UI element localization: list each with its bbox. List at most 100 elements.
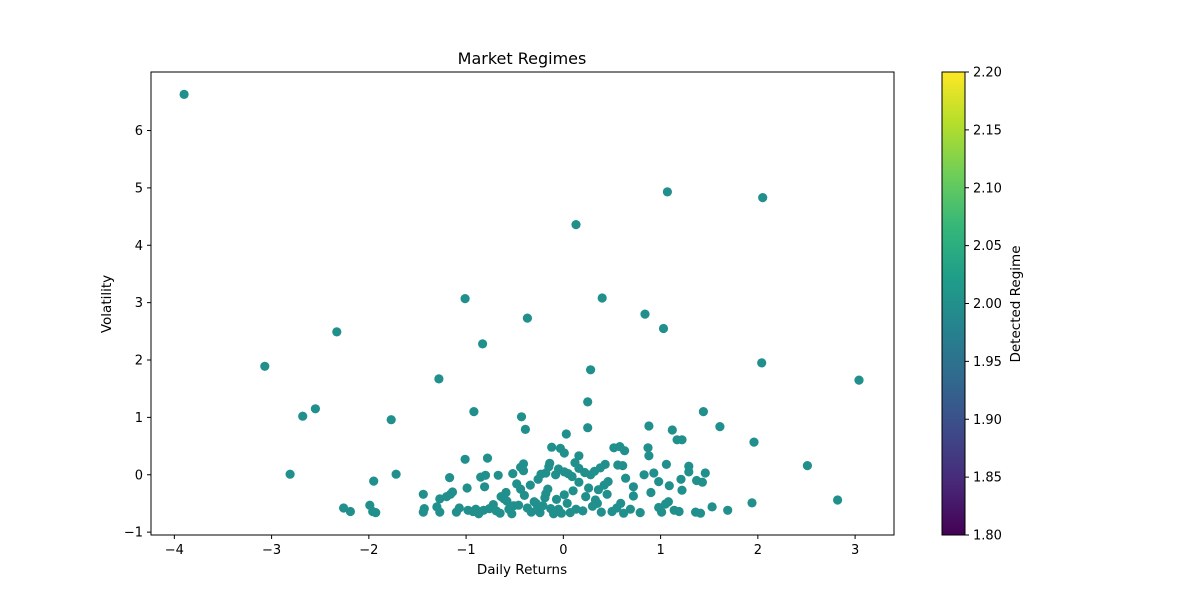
data-point <box>695 508 706 518</box>
y-tick-label: 6 <box>135 124 143 139</box>
data-point <box>616 498 626 508</box>
data-point <box>654 477 664 487</box>
data-point <box>561 429 571 439</box>
data-point <box>723 505 733 515</box>
colorbar-tick-label: 2.05 <box>973 239 1002 254</box>
x-axis: −4 −3 −2 −1 0 1 2 3 <box>165 535 859 558</box>
data-point <box>480 482 490 492</box>
data-point <box>663 497 674 507</box>
data-point <box>567 471 577 482</box>
data-point <box>649 468 659 478</box>
y-axis-label: Volatility <box>99 275 115 333</box>
y-tick-label: 0 <box>135 468 143 483</box>
plot-area <box>150 71 895 536</box>
data-point <box>581 492 591 502</box>
x-tick-label: −3 <box>262 543 281 558</box>
data-point <box>574 451 584 461</box>
colorbar-tick-label: 2.10 <box>973 181 1002 196</box>
data-point <box>602 489 612 499</box>
x-tick-label: 3 <box>851 543 859 558</box>
data-point <box>596 507 606 517</box>
data-point <box>434 374 444 384</box>
colorbar-ticks: 1.80 1.85 1.90 1.95 2.00 2.05 2.10 2.15 2.20 <box>965 66 1002 544</box>
data-point <box>260 361 270 371</box>
data-point <box>574 477 584 487</box>
data-point <box>480 470 491 480</box>
data-point <box>445 473 455 483</box>
data-point <box>559 490 569 500</box>
data-point <box>502 496 512 506</box>
data-point <box>833 495 843 505</box>
data-point <box>310 404 320 414</box>
data-point <box>592 498 603 508</box>
y-tick-label: 5 <box>135 181 143 196</box>
data-point <box>507 509 517 519</box>
colorbar-tick-label: 2.20 <box>973 66 1002 81</box>
data-point <box>332 327 342 337</box>
data-point <box>571 220 581 230</box>
data-point <box>646 487 656 498</box>
colorbar-tick-label: 1.90 <box>973 413 1002 428</box>
data-point <box>667 425 677 435</box>
x-tick-label: −1 <box>457 543 476 558</box>
data-point <box>618 461 628 471</box>
data-point <box>562 498 572 508</box>
data-point <box>747 498 757 508</box>
data-point <box>298 411 308 421</box>
data-point <box>662 187 673 197</box>
y-tick-label: 4 <box>135 239 143 254</box>
y-axis: −1 0 1 2 3 4 5 6 <box>124 124 151 541</box>
data-point <box>559 448 569 458</box>
data-point <box>621 473 631 483</box>
data-point <box>482 453 493 463</box>
data-point <box>518 466 529 476</box>
data-point <box>516 412 527 422</box>
data-point <box>674 506 684 517</box>
data-point <box>478 339 488 349</box>
data-point <box>469 407 479 417</box>
data-point <box>644 451 654 461</box>
x-tick-label: 1 <box>656 543 664 558</box>
colorbar-tick-label: 1.85 <box>973 471 1002 486</box>
data-point <box>644 421 654 431</box>
data-point <box>514 500 524 510</box>
data-point <box>757 358 767 368</box>
data-point <box>454 503 464 513</box>
data-point <box>619 508 629 518</box>
data-point <box>676 474 686 484</box>
data-point <box>677 485 687 495</box>
data-point <box>543 484 553 494</box>
data-point <box>643 443 653 453</box>
data-point <box>692 475 702 486</box>
x-axis-label: Daily Returns <box>477 562 567 578</box>
data-point <box>547 442 557 452</box>
data-point <box>628 491 639 501</box>
plot-background <box>151 72 894 535</box>
data-point <box>578 506 588 516</box>
data-point <box>583 397 593 407</box>
data-point <box>583 423 593 433</box>
data-point <box>854 375 864 385</box>
points-layer <box>179 89 864 519</box>
data-point <box>749 437 759 447</box>
data-point <box>551 494 562 504</box>
data-point <box>698 407 709 417</box>
data-point <box>460 294 470 304</box>
data-point <box>518 459 529 469</box>
data-point <box>447 487 458 497</box>
data-point <box>700 468 710 478</box>
data-point <box>684 467 694 477</box>
x-tick-label: 2 <box>754 543 762 558</box>
data-point <box>556 508 567 518</box>
data-point <box>525 480 535 490</box>
data-point <box>493 470 503 480</box>
data-point <box>758 193 768 203</box>
data-point <box>640 309 650 319</box>
data-point <box>495 508 505 518</box>
y-tick-label: −1 <box>124 526 143 541</box>
data-point <box>179 89 189 99</box>
x-tick-label: −4 <box>165 543 184 558</box>
data-point <box>520 424 531 434</box>
data-point <box>285 469 295 479</box>
x-tick-label: 0 <box>559 543 567 558</box>
